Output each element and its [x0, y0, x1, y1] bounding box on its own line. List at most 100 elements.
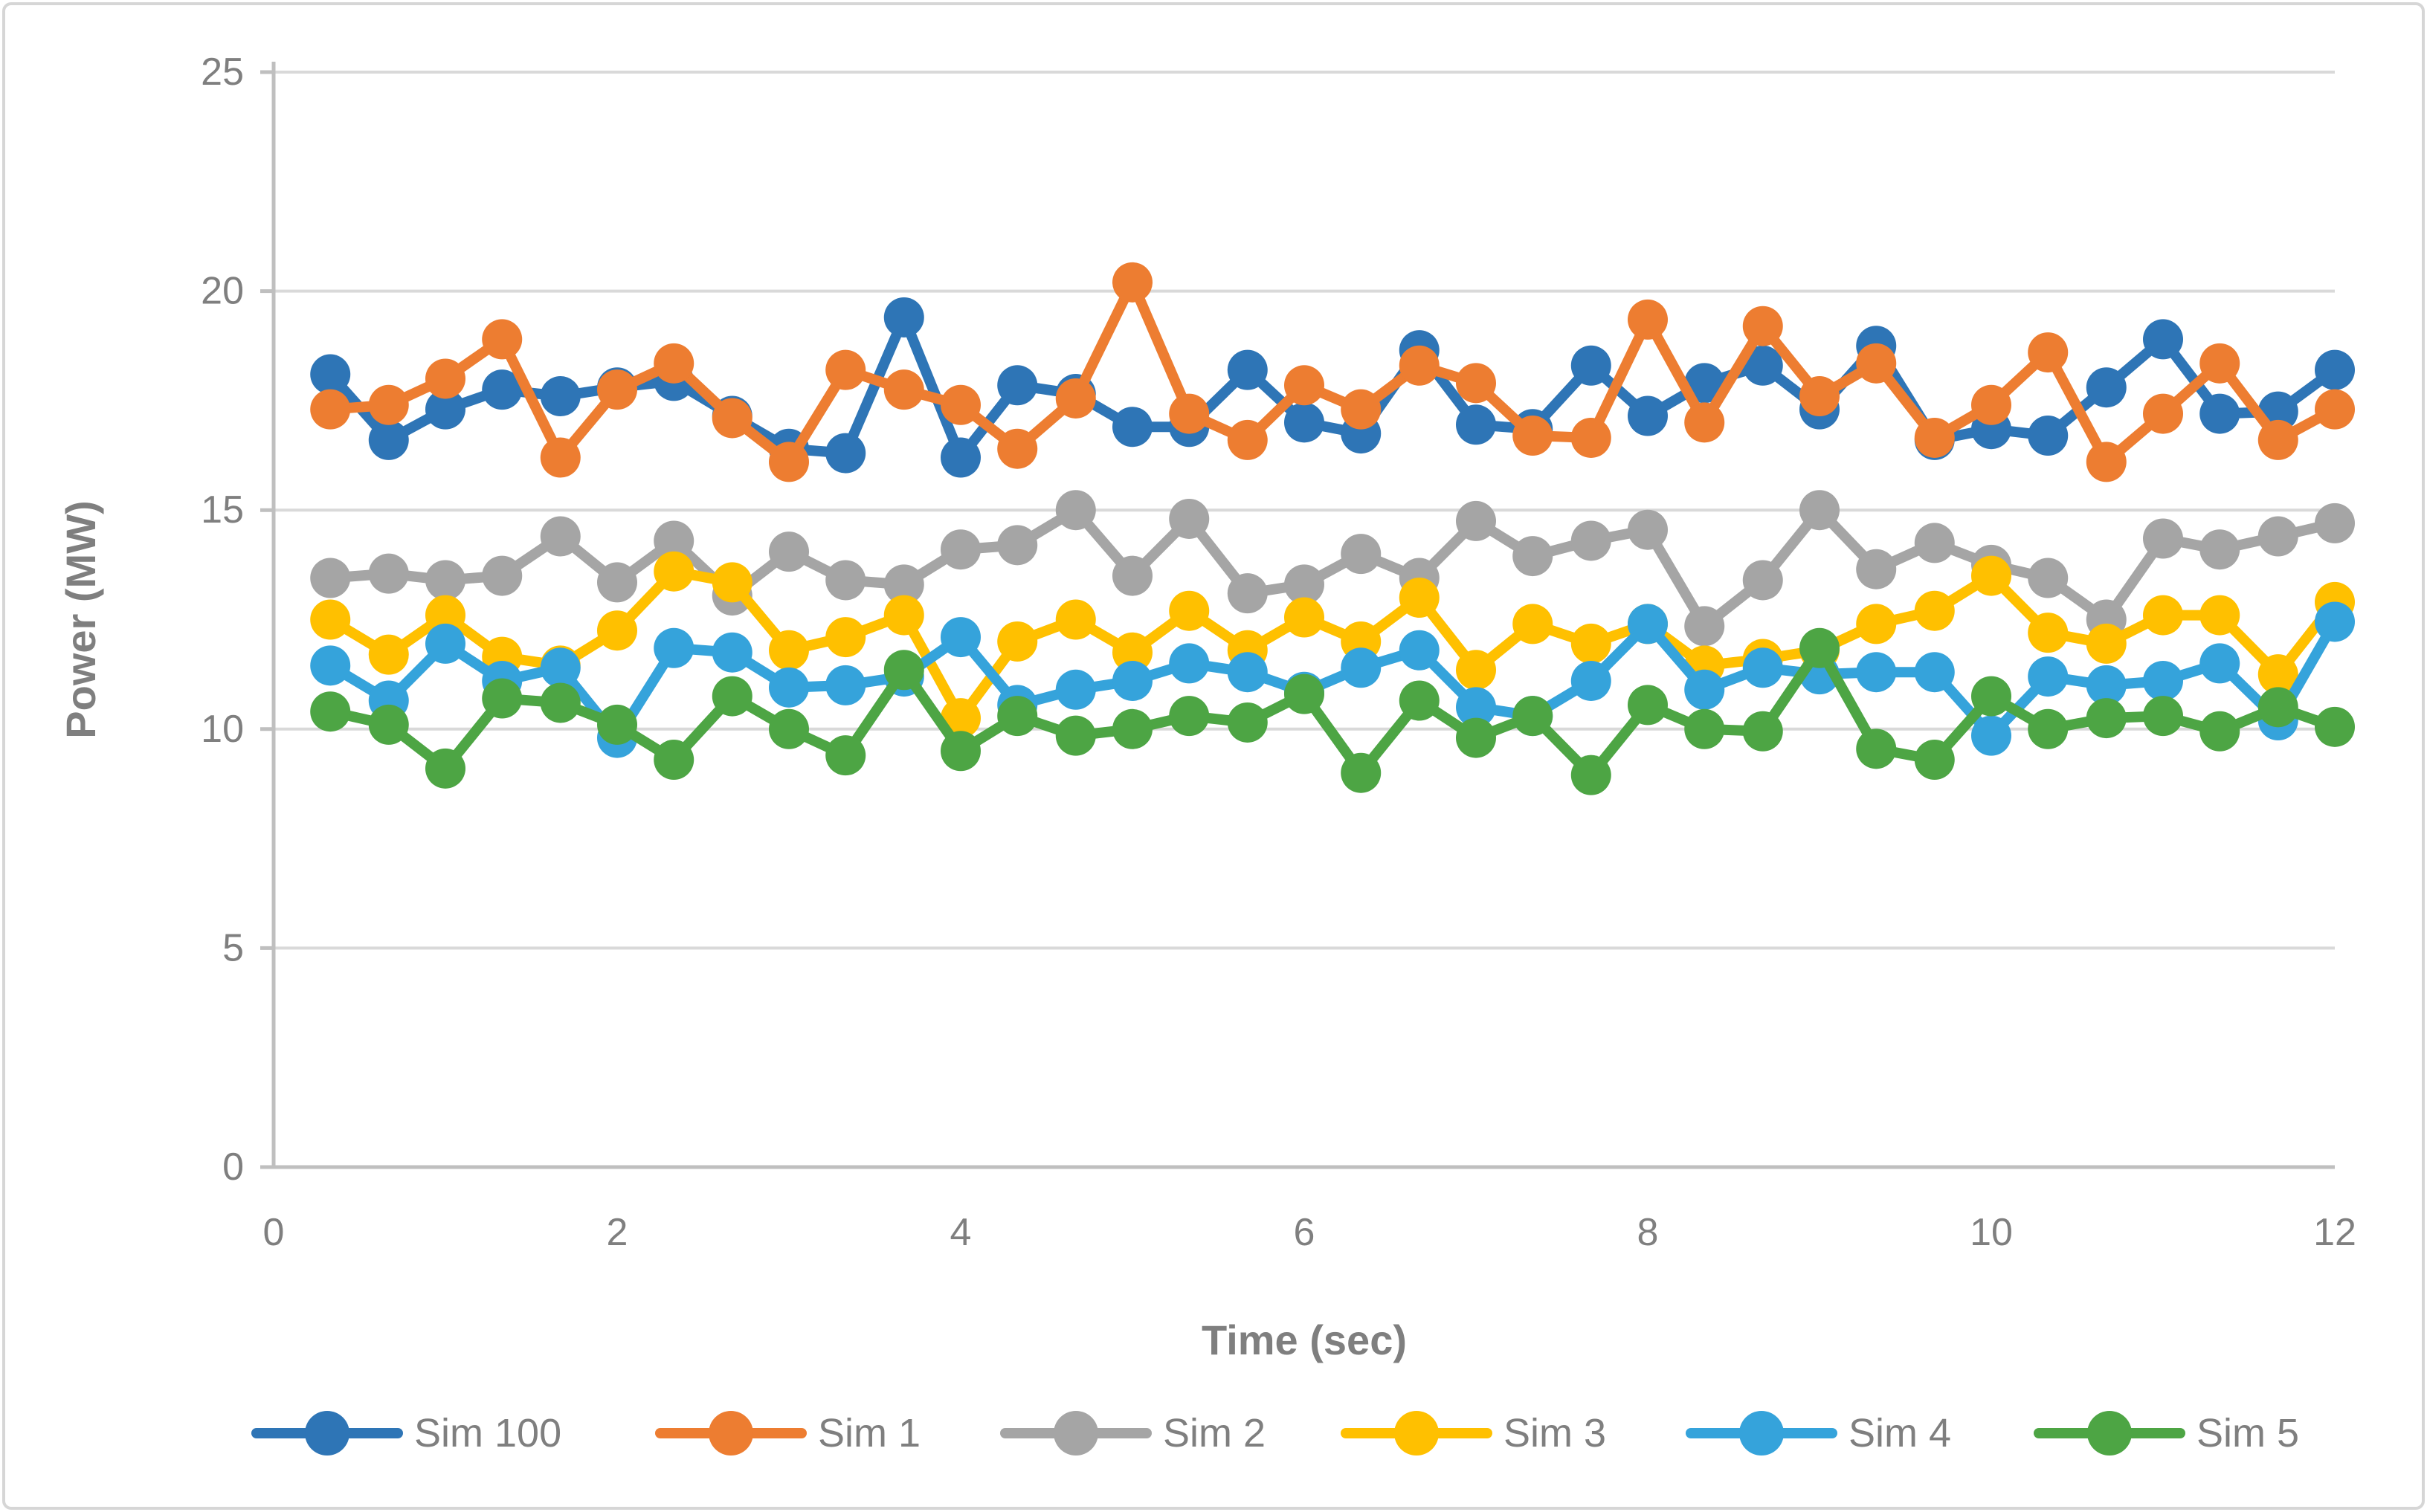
- data-point: [2143, 595, 2183, 636]
- data-point: [1570, 417, 1611, 458]
- data-point: [1856, 728, 1897, 769]
- legend-marker-icon: [305, 1411, 349, 1456]
- data-point: [1570, 623, 1611, 664]
- data-point: [597, 610, 637, 651]
- data-point: [1914, 652, 1955, 693]
- data-point: [2199, 393, 2240, 434]
- data-point: [1055, 715, 1096, 756]
- data-point: [2257, 516, 2298, 557]
- data-point: [1512, 696, 1553, 737]
- data-point: [2086, 367, 2127, 408]
- legend-label: Sim 3: [1503, 1411, 1606, 1456]
- data-point: [310, 389, 351, 430]
- data-point: [540, 437, 581, 478]
- data-point: [1914, 523, 1955, 563]
- data-point: [997, 365, 1038, 406]
- data-point: [1684, 708, 1725, 749]
- data-point: [1399, 630, 1440, 671]
- data-point: [2028, 332, 2069, 373]
- data-point: [2315, 503, 2355, 543]
- x-tick-label-12: 12: [2313, 1211, 2356, 1254]
- data-point: [1112, 660, 1153, 701]
- data-point: [1169, 498, 1210, 539]
- data-point: [997, 428, 1038, 469]
- data-point: [425, 560, 465, 601]
- x-tick-label-8: 8: [1637, 1211, 1659, 1254]
- data-point: [2199, 643, 2240, 684]
- data-point: [712, 398, 752, 439]
- data-point: [1055, 378, 1096, 419]
- data-point: [310, 599, 351, 640]
- data-point: [1971, 676, 2011, 717]
- data-point: [482, 369, 523, 410]
- y-tick-label-5: 5: [222, 926, 244, 969]
- data-point: [1456, 650, 1496, 691]
- data-point: [1570, 345, 1611, 386]
- data-point: [1284, 673, 1324, 714]
- data-point: [597, 562, 637, 603]
- data-point: [769, 442, 809, 482]
- data-point: [1628, 299, 1668, 340]
- data-point: [1856, 652, 1897, 693]
- data-point: [941, 384, 981, 425]
- data-point: [825, 617, 866, 658]
- data-point: [1399, 680, 1440, 721]
- data-point: [1971, 715, 2011, 756]
- legend-item-sim-5: Sim 5: [2034, 1411, 2299, 1456]
- data-point: [2028, 708, 2069, 749]
- legend-item-sim-3: Sim 3: [1341, 1411, 1606, 1456]
- data-point: [941, 617, 981, 658]
- data-point: [2143, 660, 2183, 701]
- data-point: [825, 560, 866, 601]
- legend-label: Sim 100: [414, 1411, 561, 1456]
- data-point: [712, 562, 752, 603]
- data-point: [1112, 407, 1153, 448]
- data-point: [883, 369, 924, 410]
- data-point: [825, 433, 866, 474]
- x-tick-label-10: 10: [1970, 1211, 2013, 1254]
- data-point: [997, 525, 1038, 566]
- data-point: [482, 555, 523, 596]
- data-point: [310, 558, 351, 598]
- data-point: [1456, 404, 1496, 445]
- data-point: [597, 704, 637, 745]
- data-point: [2199, 595, 2240, 636]
- data-point: [1512, 604, 1553, 644]
- legend-item-sim-100: Sim 100: [251, 1411, 561, 1456]
- x-tick-label-4: 4: [950, 1211, 972, 1254]
- data-point: [1055, 669, 1096, 710]
- data-point: [1742, 560, 1783, 601]
- data-point: [2028, 656, 2069, 697]
- data-point: [597, 369, 637, 410]
- data-point: [654, 551, 694, 592]
- data-point: [1284, 564, 1324, 605]
- data-point: [425, 623, 465, 664]
- y-tick-label-15: 15: [201, 488, 244, 532]
- data-point: [1284, 597, 1324, 638]
- data-point: [997, 696, 1038, 737]
- data-point: [1684, 606, 1725, 647]
- data-point: [368, 553, 409, 594]
- legend-marker-icon: [709, 1411, 753, 1456]
- data-point: [2143, 319, 2183, 360]
- data-point: [1341, 647, 1382, 688]
- data-point: [1570, 520, 1611, 561]
- data-point: [1512, 416, 1553, 456]
- series-sim-5: [310, 627, 2355, 795]
- data-point: [712, 676, 752, 717]
- data-point: [883, 564, 924, 605]
- data-point: [1456, 363, 1496, 404]
- data-point: [1971, 384, 2011, 425]
- data-point: [2086, 698, 2127, 739]
- data-point: [883, 297, 924, 337]
- data-point: [1628, 395, 1668, 436]
- data-point: [540, 647, 581, 688]
- data-point: [1799, 627, 1840, 668]
- data-point: [769, 708, 809, 749]
- data-point: [1169, 696, 1210, 737]
- data-point: [1971, 555, 2011, 596]
- y-tick-label-0: 0: [222, 1146, 244, 1189]
- data-point: [1512, 536, 1553, 577]
